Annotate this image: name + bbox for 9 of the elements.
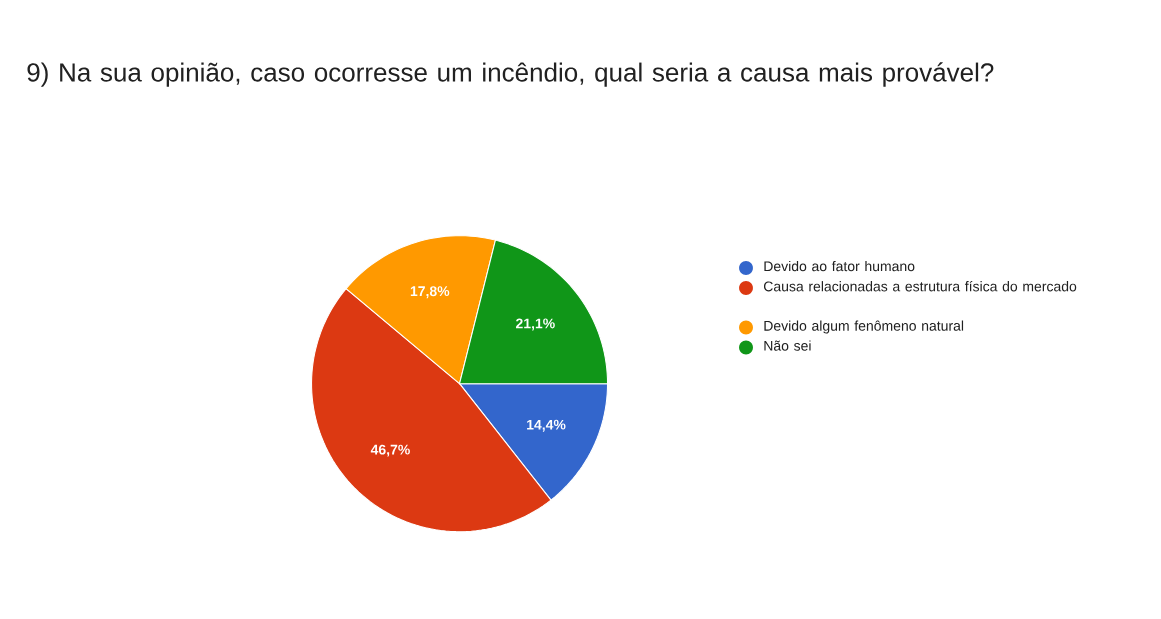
data-label: 17,8% xyxy=(410,286,450,299)
data-label: 46,7% xyxy=(370,444,410,457)
legend-label: Devido ao fator humano xyxy=(764,260,915,272)
legend-label: Causa relacionadas a estrutura física do mercado xyxy=(763,280,1077,292)
chart-title: 9) Na sua opinião, caso ocorresse um incêndio, qual seria a causa mais provável? xyxy=(27,62,994,87)
data-label: 21,1% xyxy=(515,318,555,331)
legend-label: Devido algum fenômeno natural xyxy=(764,320,964,334)
data-label: 14,4% xyxy=(527,419,566,432)
legend-label: Não sei xyxy=(764,340,811,351)
